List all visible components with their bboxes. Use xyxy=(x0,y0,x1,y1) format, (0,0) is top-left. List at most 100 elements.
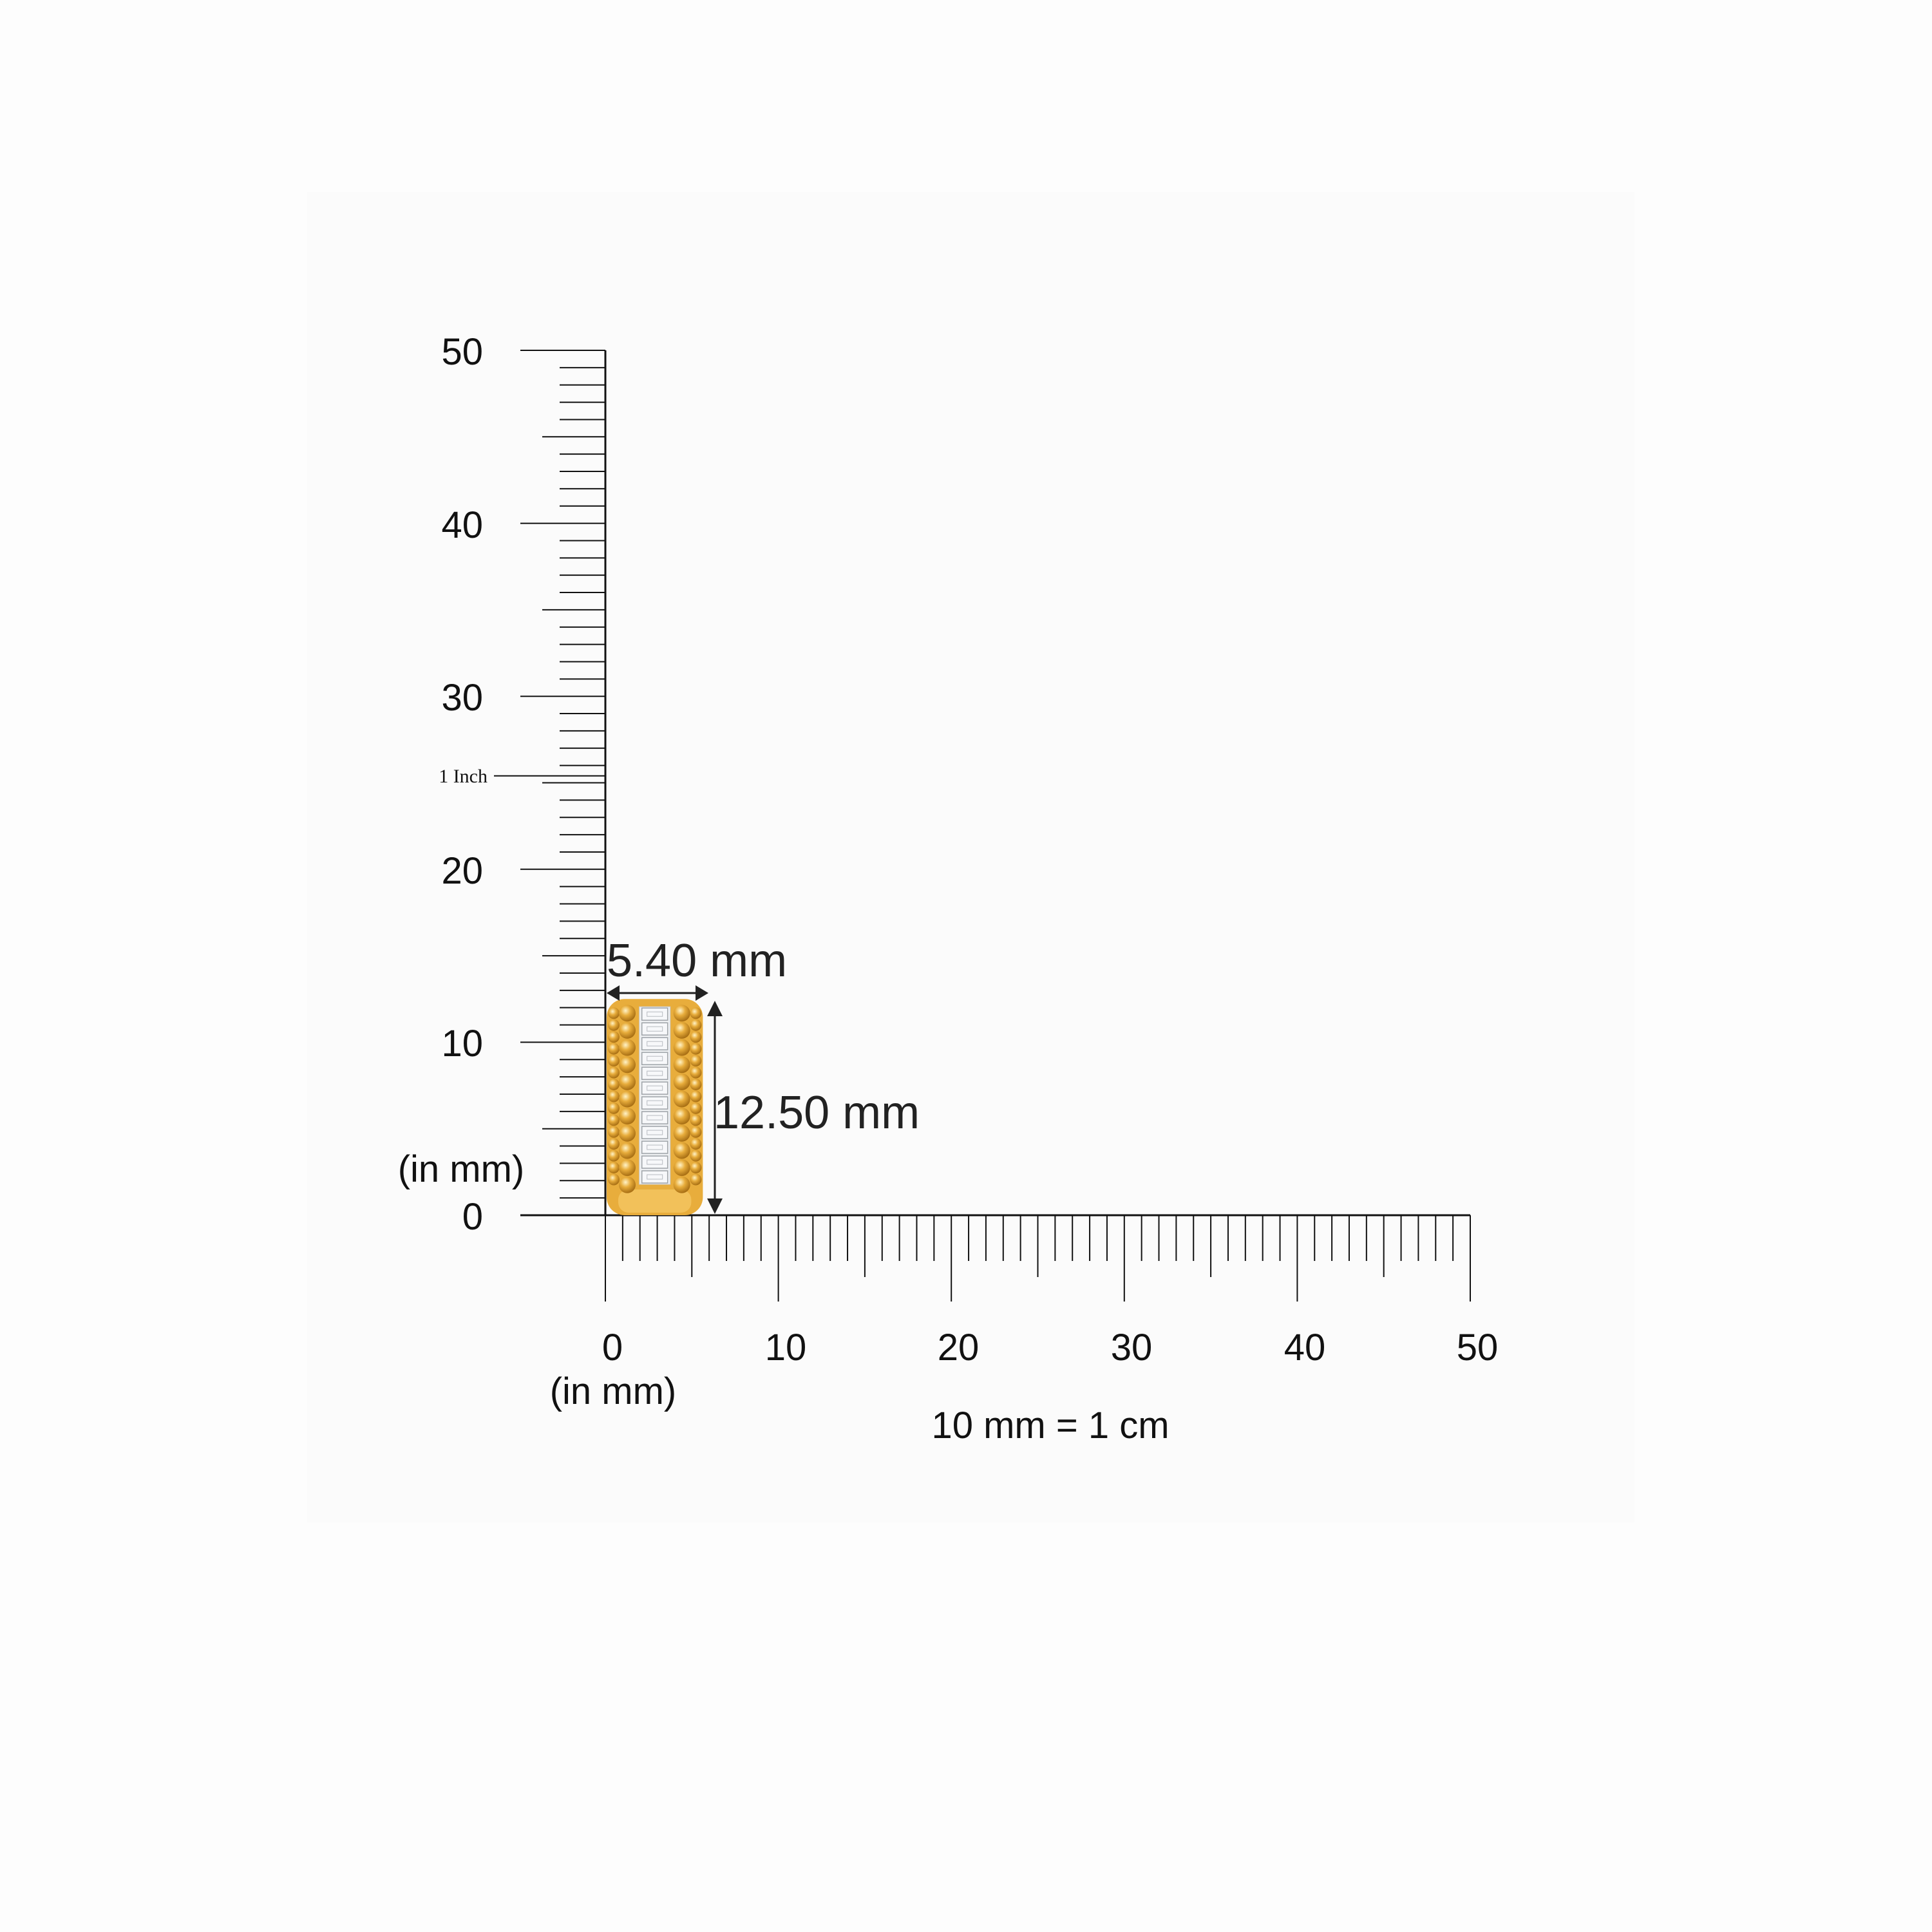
gold-bead xyxy=(690,1162,702,1174)
baguette-channel xyxy=(639,1006,671,1185)
gold-bead xyxy=(673,1056,690,1074)
gold-bead xyxy=(608,1090,620,1103)
baguette-facet xyxy=(647,1159,663,1165)
gold-bead xyxy=(619,1159,636,1177)
h-label-20: 20 xyxy=(938,1327,980,1368)
gold-bead xyxy=(608,1150,620,1162)
v-label-40: 40 xyxy=(441,504,483,546)
v-label-30: 30 xyxy=(441,677,483,719)
baguette-facet xyxy=(647,1115,663,1121)
gold-bead xyxy=(608,1173,620,1186)
gold-bead xyxy=(608,1102,620,1114)
gold-bead xyxy=(619,1056,636,1074)
gold-bead xyxy=(608,1019,620,1031)
gold-bead xyxy=(673,1124,690,1142)
background-panel xyxy=(307,192,1634,1522)
gold-bead xyxy=(608,1138,620,1150)
gold-bead xyxy=(690,1066,702,1079)
gold-bead xyxy=(619,1142,636,1159)
baguette-diamond xyxy=(641,1022,668,1036)
gold-bead xyxy=(608,1043,620,1055)
gold-bead xyxy=(673,1090,690,1108)
h-label-0: 0 xyxy=(602,1327,623,1368)
width-arrow-right-icon xyxy=(696,985,708,1001)
ruler-ticks xyxy=(520,350,1471,1302)
h-label-50: 50 xyxy=(1457,1327,1499,1368)
horizontal-unit-label: (in mm) xyxy=(550,1370,677,1412)
gold-bead xyxy=(690,1007,702,1019)
vertical-tick-labels: 0 10 20 30 40 50 xyxy=(441,331,483,1238)
gold-bead xyxy=(673,1039,690,1056)
gold-bead xyxy=(608,1066,620,1079)
inch-marker-label: 1 Inch xyxy=(439,766,488,787)
baguette-diamond xyxy=(641,1111,668,1124)
baguette-diamond xyxy=(641,1155,668,1169)
gold-bead xyxy=(619,1090,636,1108)
baguette-facet xyxy=(647,1174,663,1180)
gold-bead xyxy=(690,1055,702,1067)
baguette-facet xyxy=(647,1130,663,1135)
height-dimension: 12.50 mm xyxy=(707,1001,920,1214)
gold-bead xyxy=(619,1005,636,1022)
gold-bead xyxy=(673,1073,690,1090)
earring-image xyxy=(607,999,703,1215)
width-label: 5.40 mm xyxy=(607,935,787,987)
gold-bead xyxy=(619,1108,636,1125)
gold-bead xyxy=(673,1159,690,1177)
baguette-facet xyxy=(647,1011,663,1017)
h-label-40: 40 xyxy=(1284,1327,1326,1368)
v-label-0: 0 xyxy=(462,1196,483,1238)
scale-note: 10 mm = 1 cm xyxy=(931,1405,1169,1446)
gold-bead xyxy=(673,1005,690,1022)
height-arrow-top-icon xyxy=(707,1001,723,1016)
gold-bead xyxy=(690,1031,702,1043)
v-label-10: 10 xyxy=(441,1023,483,1065)
width-dimension: 5.40 mm xyxy=(607,935,787,1001)
height-arrow-bottom-icon xyxy=(707,1198,723,1214)
height-label: 12.50 mm xyxy=(714,1087,920,1139)
h-label-10: 10 xyxy=(765,1327,807,1368)
baguette-diamond xyxy=(641,1126,668,1139)
baguette-diamond xyxy=(641,1007,668,1021)
horizontal-tick-labels: 0 10 20 30 40 50 xyxy=(602,1327,1498,1368)
gold-bead xyxy=(690,1019,702,1031)
gold-bead xyxy=(690,1043,702,1055)
gold-bead xyxy=(608,1031,620,1043)
baguette-facet xyxy=(647,1026,663,1032)
gold-bead xyxy=(690,1126,702,1138)
gold-bead xyxy=(608,1055,620,1067)
h-label-30: 30 xyxy=(1111,1327,1153,1368)
gold-bead xyxy=(619,1039,636,1056)
gold-bead xyxy=(608,1078,620,1090)
baguette-diamond xyxy=(641,1141,668,1154)
baguette-diamond xyxy=(641,1170,668,1184)
gold-bead xyxy=(619,1021,636,1039)
gold-bead xyxy=(690,1114,702,1126)
v-label-20: 20 xyxy=(441,850,483,892)
baguette-facet xyxy=(647,1070,663,1076)
gold-bead xyxy=(673,1142,690,1159)
gold-bead xyxy=(619,1073,636,1090)
gold-bead xyxy=(673,1176,690,1193)
baguette-diamond xyxy=(641,1066,668,1080)
width-arrow-left-icon xyxy=(607,985,620,1001)
gold-bead xyxy=(608,1126,620,1138)
baguette-facet xyxy=(647,1100,663,1106)
gold-bead xyxy=(619,1124,636,1142)
baguette-facet xyxy=(647,1144,663,1150)
gold-bead xyxy=(690,1090,702,1103)
baguette-diamond xyxy=(641,1037,668,1050)
gold-bead xyxy=(608,1162,620,1174)
baguette-facet xyxy=(647,1041,663,1046)
gold-bead xyxy=(690,1102,702,1114)
baguette-diamond xyxy=(641,1052,668,1065)
gold-bead xyxy=(619,1176,636,1193)
baguette-diamond xyxy=(641,1081,668,1095)
gold-bead xyxy=(690,1150,702,1162)
v-label-50: 50 xyxy=(441,331,483,373)
baguette-facet xyxy=(647,1085,663,1091)
gold-bead xyxy=(608,1114,620,1126)
gold-bead xyxy=(690,1138,702,1150)
gold-bead xyxy=(673,1108,690,1125)
